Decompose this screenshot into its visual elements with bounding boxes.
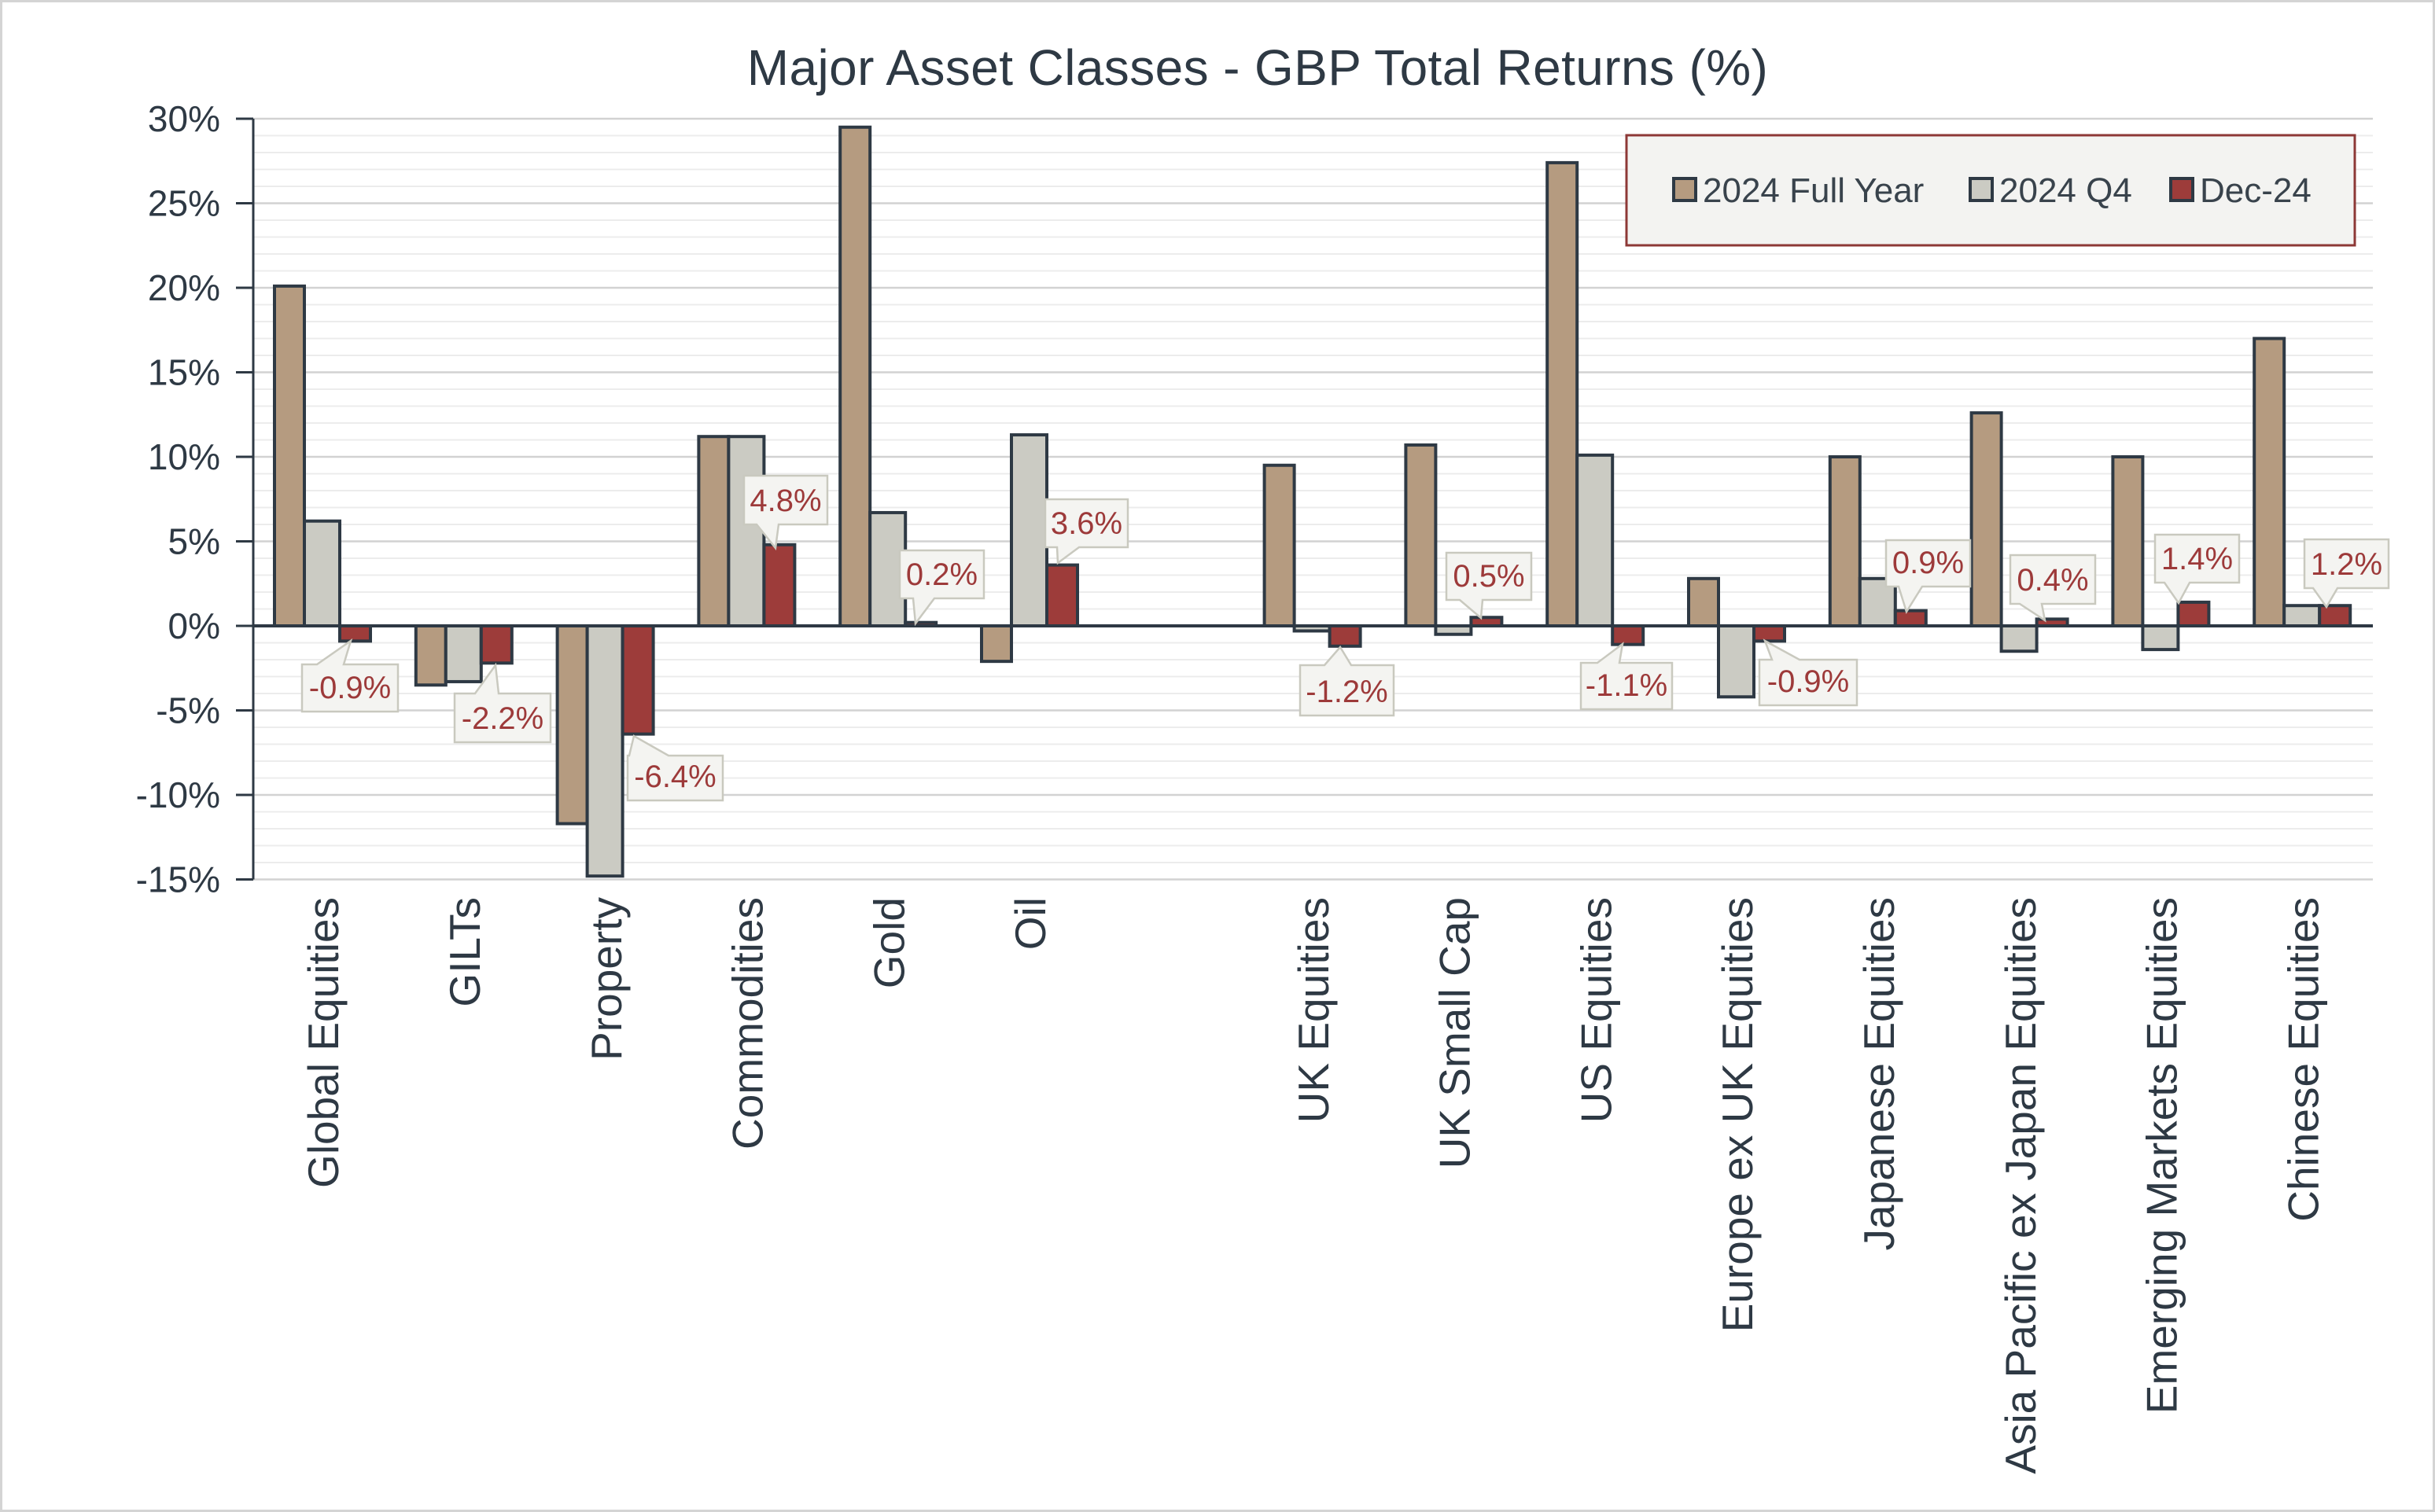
svg-text:2024 Full Year: 2024 Full Year [1703, 171, 1924, 210]
svg-text:3.6%: 3.6% [1051, 506, 1122, 541]
svg-text:Europe ex UK Equities: Europe ex UK Equities [1713, 897, 1762, 1332]
svg-text:Asia Pacific ex Japan Equities: Asia Pacific ex Japan Equities [1996, 897, 2045, 1474]
svg-text:US Equities: US Equities [1571, 897, 1620, 1123]
svg-text:-2.2%: -2.2% [462, 701, 544, 736]
svg-text:0.2%: 0.2% [906, 557, 978, 592]
svg-text:Chinese Equities: Chinese Equities [2278, 897, 2327, 1222]
svg-text:Dec-24: Dec-24 [2200, 171, 2312, 210]
svg-text:25%: 25% [148, 183, 220, 224]
svg-text:-5%: -5% [156, 690, 220, 731]
svg-text:Japanese Equities: Japanese Equities [1855, 897, 1903, 1250]
svg-text:0%: 0% [168, 605, 220, 646]
svg-text:4.8%: 4.8% [750, 484, 821, 518]
svg-text:0.4%: 0.4% [2017, 563, 2088, 598]
svg-text:-6.4%: -6.4% [634, 760, 717, 794]
svg-text:-1.1%: -1.1% [1586, 668, 1668, 703]
svg-text:0.9%: 0.9% [1892, 546, 1964, 580]
svg-text:30%: 30% [148, 98, 220, 139]
svg-text:2024 Q4: 2024 Q4 [1999, 171, 2132, 210]
svg-text:Global Equities: Global Equities [299, 897, 348, 1188]
svg-text:-1.2%: -1.2% [1306, 675, 1388, 709]
svg-text:Emerging Markets Equities: Emerging Markets Equities [2138, 897, 2186, 1414]
svg-text:5%: 5% [168, 521, 220, 562]
svg-text:-10%: -10% [136, 774, 220, 815]
svg-text:UK Equities: UK Equities [1289, 897, 1338, 1123]
svg-text:-0.9%: -0.9% [309, 671, 392, 705]
svg-text:-15%: -15% [136, 859, 220, 900]
svg-text:10%: 10% [148, 436, 220, 477]
svg-text:Commodities: Commodities [724, 897, 772, 1150]
svg-text:Oil: Oil [1006, 897, 1055, 950]
svg-text:GILTs: GILTs [440, 897, 489, 1007]
svg-text:20%: 20% [148, 267, 220, 308]
svg-text:1.4%: 1.4% [2161, 542, 2233, 576]
svg-text:-0.9%: -0.9% [1767, 664, 1850, 699]
svg-text:Gold: Gold [864, 897, 913, 988]
svg-text:Property: Property [582, 897, 631, 1061]
svg-text:0.5%: 0.5% [1453, 559, 1524, 594]
svg-text:Major Asset Classes - GBP Tota: Major Asset Classes - GBP Total Returns … [747, 39, 1768, 96]
svg-text:1.2%: 1.2% [2311, 547, 2382, 582]
svg-text:UK Small Cap: UK Small Cap [1431, 897, 1479, 1168]
svg-text:15%: 15% [148, 352, 220, 393]
